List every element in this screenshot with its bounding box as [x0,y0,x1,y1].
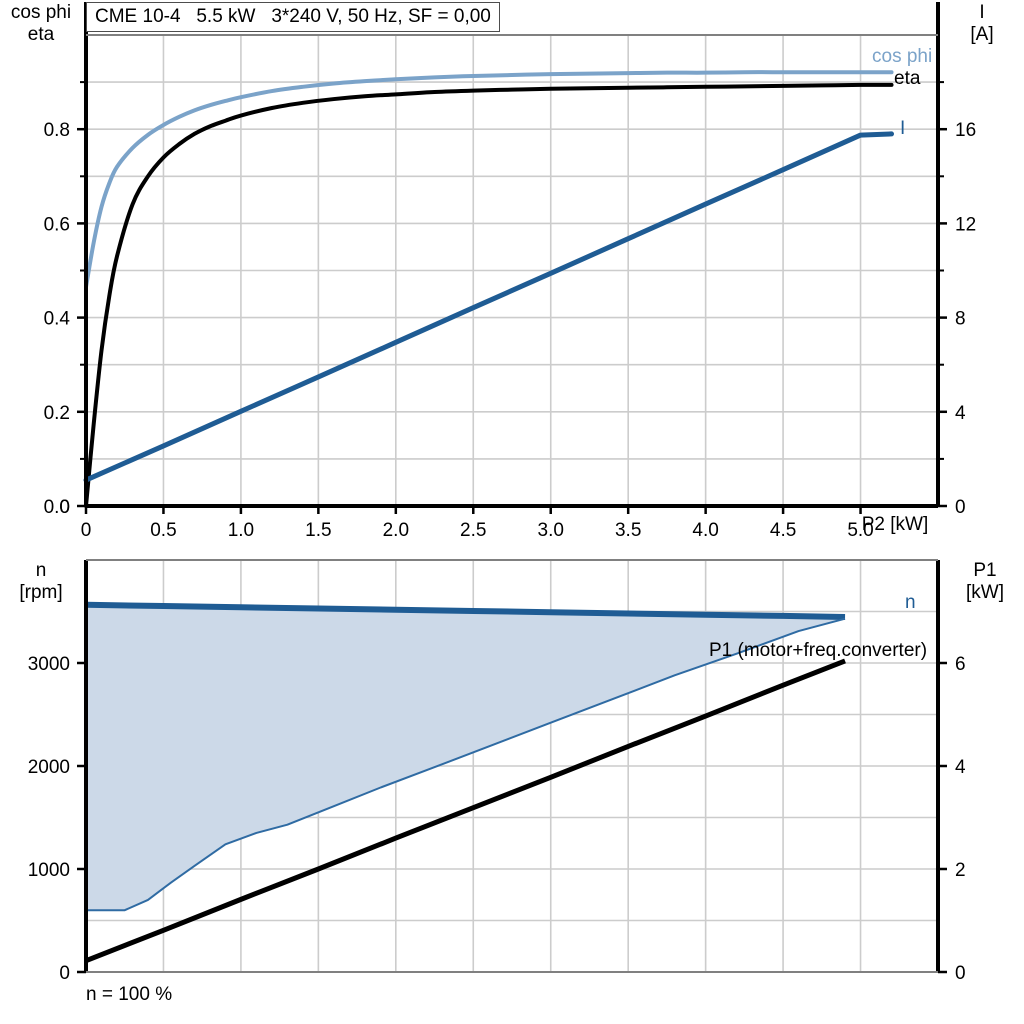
top-right-axis-title-line2: [A] [970,24,994,45]
curve-label-cos-phi: cos phi [872,46,933,67]
tick-label-right: 0 [955,497,966,518]
bottom-right-axis-title-line2: [kW] [966,582,1004,603]
tick-label-left: 0 [59,497,70,518]
tick-label-left: 3000 [28,654,70,675]
tick-label-bottom: 4.5 [770,520,796,541]
tick-label-left: 0.4 [44,309,71,330]
curve-label-current: I [900,118,906,139]
tick-label-right: 4 [955,403,966,424]
tick-label-bottom: 2.0 [383,520,409,541]
speed-range-band [86,604,846,911]
chart-title-box: CME 10-4 5.5 kW 3*240 V, 50 Hz, SF = 0,0… [86,2,500,32]
top-left-axis-title-line2: eta [27,24,55,45]
curve-eta [84,82,894,508]
chart-title: CME 10-4 5.5 kW 3*240 V, 50 Hz, SF = 0,0… [95,6,491,28]
tick-label-bottom: 4.0 [692,520,718,541]
chart-caption: n = 100 % [86,984,173,1005]
bottom-left-axis-title-line2: [rpm] [19,582,63,603]
tick-label-bottom: 3.0 [538,520,564,541]
tick-label-left: 0.6 [44,214,70,235]
tick-label-right: 12 [955,214,976,235]
tick-label-right: 0 [955,963,966,984]
curve-n-band-lower [86,617,846,912]
top-axes [84,2,940,508]
curve-label-eta: eta [894,68,921,89]
curve-label-speed: n [905,592,916,613]
tick-label-left: 2000 [28,757,70,778]
bottom-chart-canvas: 0 1000 2000 3000 0 2 4 6 [28,559,966,984]
curve-cos-phi [84,70,894,289]
top-tick-labels: 0.0 0.2 0.4 0.6 0.8 0 4 8 12 16 0 0.5 1.0 1.5 2.0 2.5 3.… [44,81,976,541]
bottom-chart-panel: 0 1000 2000 3000 0 2 4 6 n [rpm] P1 [kW] n P1 (… [0,548,1024,1024]
top-chart-canvas: 0.0 0.2 0.4 0.6 0.8 0 4 8 12 16 0 0.5 1.0 1.5 2.0 2.5 3.… [44,2,976,541]
tick-label-left: 1000 [28,860,70,881]
top-x-axis-title: P2 [kW] [861,514,929,535]
curve-n [85,601,846,620]
tick-label-bottom: 2.5 [460,520,486,541]
bottom-tick-labels: 0 1000 2000 3000 0 2 4 6 [28,654,966,984]
tick-label-bottom: 0.5 [150,520,176,541]
bottom-left-axis-title-line1: n [35,560,47,581]
bottom-right-axis-title-line1: P1 [973,560,997,581]
top-series-group [83,70,895,508]
tick-label-bottom: 3.5 [615,520,641,541]
tick-label-right: 2 [955,860,966,881]
bottom-series-group [85,601,846,963]
tick-label-bottom: 0 [81,520,92,541]
top-right-axis-title-line1: I [979,2,985,23]
curve-i [83,131,895,483]
top-chart-panel: 0.0 0.2 0.4 0.6 0.8 0 4 8 12 16 0 0.5 1.0 1.5 2.0 2.5 3.… [10,2,994,541]
tick-label-left: 0 [59,963,70,984]
curve-label-p1: P1 (motor+freq.converter) [709,640,928,661]
tick-label-left: 0.8 [44,120,70,141]
tick-label-right: 8 [955,309,966,330]
curve-p1-motor-freq-converter- [85,658,846,963]
top-left-axis-title-line1: cos phi [10,2,72,23]
tick-label-bottom: 1.5 [305,520,331,541]
tick-label-right: 6 [955,654,966,675]
tick-label-bottom: 1.0 [228,520,254,541]
tick-label-left: 0.2 [44,403,70,424]
tick-label-left: 0.0 [44,497,70,518]
tick-label-right: 16 [955,120,976,141]
tick-label-right: 4 [955,757,966,778]
tick-label-bottom: 5.0 [847,520,873,541]
